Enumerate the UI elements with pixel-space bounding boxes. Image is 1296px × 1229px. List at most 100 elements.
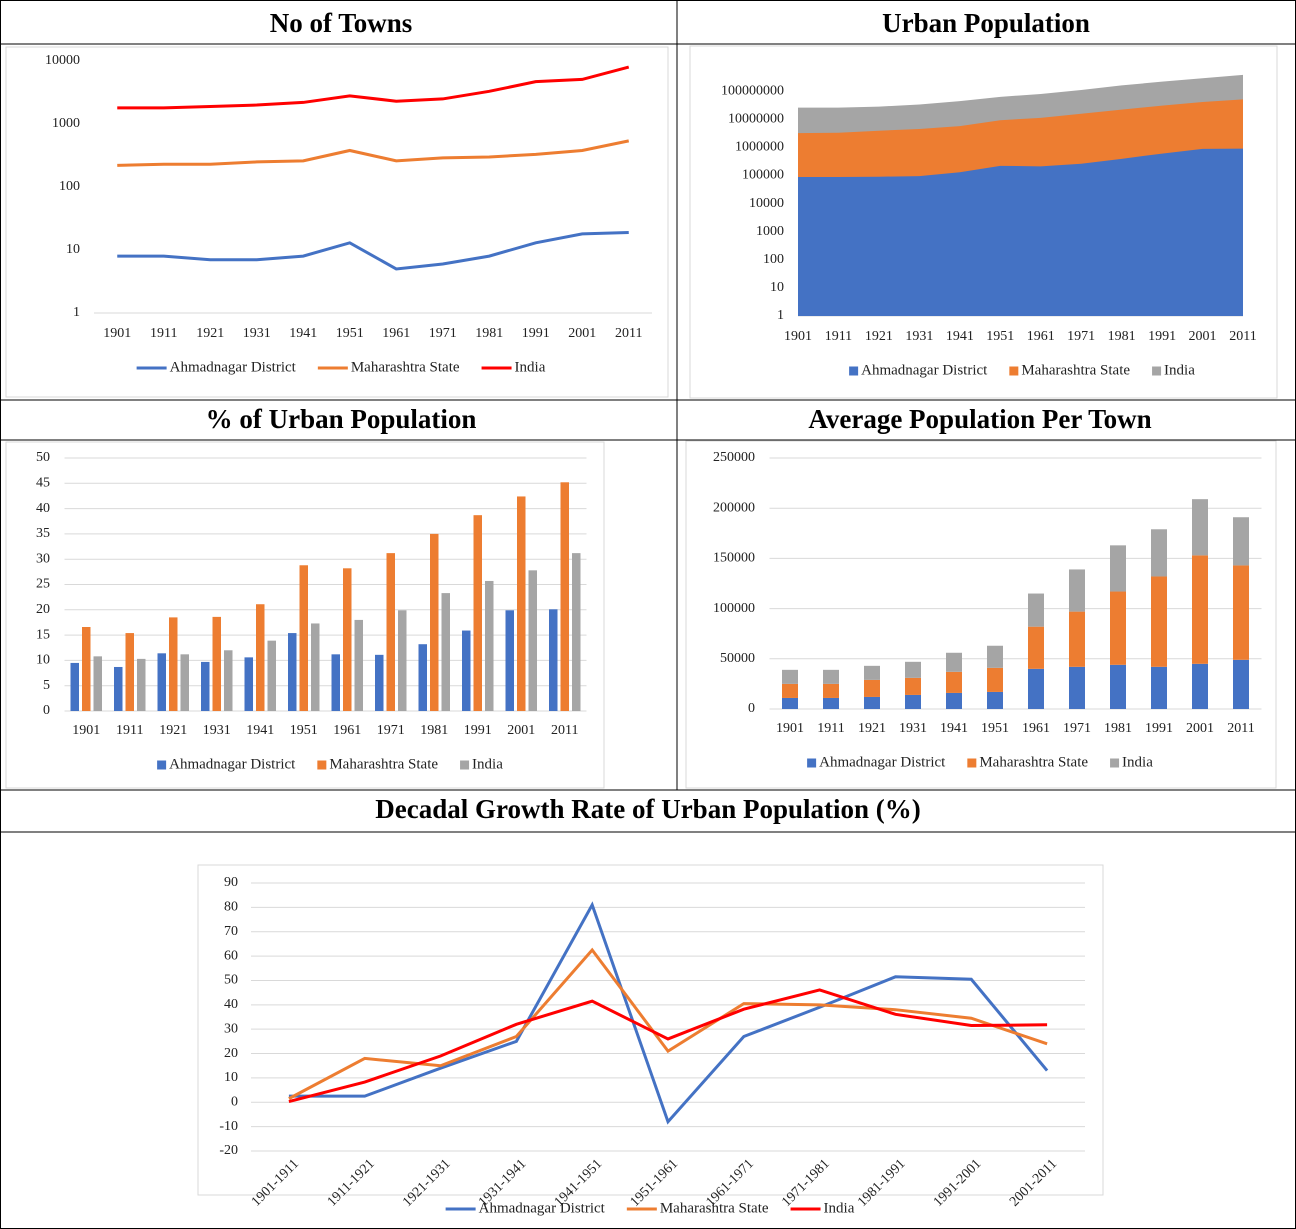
legend-marker — [1152, 366, 1162, 376]
y-tick-label: 200000 — [713, 500, 755, 515]
y-tick-label: 150000 — [713, 551, 755, 566]
x-tick-label: 1921 — [858, 721, 886, 736]
y-tick-label: 1000000 — [735, 140, 784, 155]
legend-label: Ahmadnagar District — [170, 359, 297, 375]
bar — [946, 652, 962, 672]
bar — [528, 570, 537, 711]
x-tick-label: 1911-1921 — [325, 1156, 378, 1209]
y-tick-label: 0 — [748, 701, 755, 716]
bar — [782, 697, 798, 709]
x-tick-label: 1951 — [290, 723, 318, 738]
x-tick-label: 1951 — [336, 326, 364, 341]
bar — [1233, 565, 1249, 660]
bar — [782, 669, 798, 684]
bar — [1151, 576, 1167, 667]
y-tick-label: 40 — [36, 501, 50, 516]
x-tick-label: 1941 — [946, 329, 974, 344]
legend-label: Maharashtra State — [1021, 362, 1130, 378]
y-tick-label: -20 — [219, 1143, 238, 1158]
x-tick-label: 1921-1931 — [400, 1156, 454, 1210]
bar — [987, 691, 1003, 709]
bar — [905, 694, 921, 709]
bar — [212, 616, 221, 711]
bar — [946, 692, 962, 709]
bar — [299, 565, 308, 711]
y-tick-label: 10 — [66, 242, 80, 257]
x-tick-label: 2011 — [1229, 329, 1256, 344]
x-tick-label: 2001 — [507, 723, 535, 738]
bar — [1110, 591, 1126, 665]
legend-marker — [460, 760, 470, 770]
y-tick-label: 100 — [59, 179, 80, 194]
bar — [1151, 529, 1167, 577]
line-series — [117, 65, 630, 110]
bar — [864, 679, 880, 697]
bar — [157, 653, 166, 711]
legend-label: Maharashtra State — [351, 359, 460, 375]
bar — [1069, 666, 1085, 709]
bar — [505, 610, 514, 711]
bar — [823, 683, 839, 698]
y-tick-label: 80 — [224, 900, 238, 915]
x-tick-label: 1911 — [817, 721, 844, 736]
y-tick-label: 35 — [36, 526, 50, 541]
legend-label: India — [1122, 754, 1153, 770]
x-tick-label: 1971 — [1067, 329, 1095, 344]
legend-marker — [849, 366, 859, 376]
x-tick-label: 1921 — [865, 329, 893, 344]
bar — [946, 671, 962, 693]
y-tick-label: 10 — [36, 653, 50, 668]
x-tick-label: 2001 — [1189, 329, 1217, 344]
y-tick-label: 60 — [224, 948, 238, 963]
x-tick-label: 1991-2001 — [931, 1156, 985, 1210]
bar — [93, 656, 102, 711]
bar — [864, 665, 880, 680]
bar — [169, 617, 178, 711]
legend-marker — [317, 760, 327, 770]
bar — [823, 697, 839, 709]
chart-title: Average Population Per Town — [808, 404, 1151, 434]
x-tick-label: 1901 — [784, 329, 812, 344]
bar — [549, 609, 558, 711]
y-tick-label: 100000 — [742, 168, 784, 183]
legend-label: Ahmadnagar District — [861, 362, 988, 378]
x-tick-label: 1991 — [1148, 329, 1176, 344]
bar — [267, 640, 276, 711]
bar — [1233, 517, 1249, 566]
line-series — [117, 230, 629, 271]
bar — [137, 658, 146, 711]
bar — [288, 633, 297, 711]
legend-label: Ahmadnagar District — [819, 754, 946, 770]
x-tick-label: 1941 — [289, 326, 317, 341]
y-tick-label: 10000000 — [728, 111, 784, 126]
legend-label: Ahmadnagar District — [169, 756, 296, 772]
bar — [572, 553, 581, 711]
legend-label: Maharashtra State — [660, 1200, 769, 1216]
legend-label: Maharashtra State — [979, 754, 1088, 770]
legend-label: Maharashtra State — [329, 756, 438, 772]
x-tick-label: 1971 — [429, 326, 457, 341]
legend-label: Ahmadnagar District — [479, 1200, 606, 1216]
y-tick-label: 10000 — [749, 196, 784, 211]
bar — [1192, 499, 1208, 556]
y-tick-label: 30 — [36, 551, 50, 566]
bar — [430, 533, 439, 711]
y-tick-label: 15 — [36, 627, 50, 642]
x-tick-label: 1911 — [150, 326, 177, 341]
y-tick-label: 20 — [224, 1046, 238, 1061]
x-tick-label: 1981 — [475, 326, 503, 341]
bar — [823, 669, 839, 684]
bar — [1028, 668, 1044, 709]
bar — [1151, 666, 1167, 709]
x-tick-label: 1981 — [1108, 329, 1136, 344]
x-tick-label: 1971 — [377, 723, 405, 738]
bar — [70, 662, 79, 711]
y-tick-label: 40 — [224, 997, 238, 1012]
x-tick-label: 1901 — [776, 721, 804, 736]
y-tick-label: 100 — [763, 252, 784, 267]
x-tick-label: 1991 — [522, 326, 550, 341]
x-tick-label: 1981-1991 — [855, 1156, 909, 1210]
y-tick-label: 30 — [224, 1021, 238, 1036]
x-tick-label: 1911 — [825, 329, 852, 344]
